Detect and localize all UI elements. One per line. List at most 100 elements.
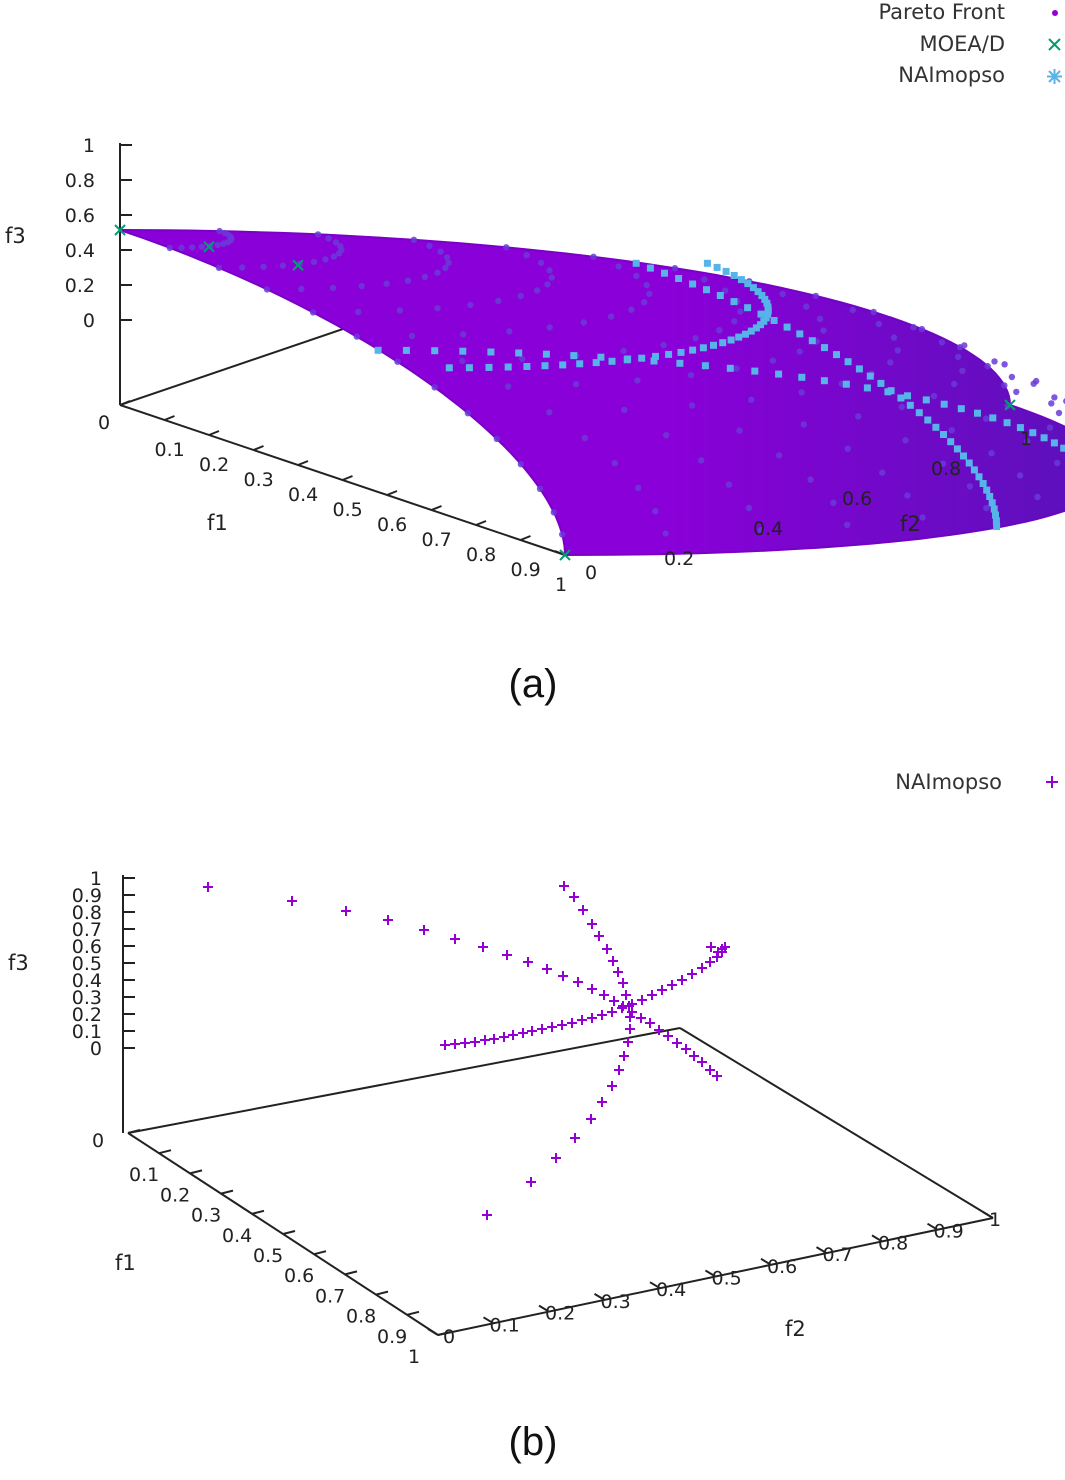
pareto-front-point (580, 319, 587, 326)
chart-a-zlabel: f3 (5, 224, 26, 248)
chart-a-z-tick-label: 1 (83, 135, 95, 157)
pareto-front-point (459, 357, 466, 365)
naimopso-point (705, 1065, 715, 1075)
chart-a-x-tick-label: 0.4 (288, 484, 318, 506)
naimopso-point (681, 1044, 691, 1054)
naimopso-point (906, 401, 914, 409)
pareto-front-point (1008, 373, 1016, 381)
naimopso-point (940, 431, 947, 438)
pareto-front-point (216, 227, 223, 235)
naimopso-point (675, 275, 683, 282)
chart-b-x-tick-mark (375, 1290, 389, 1296)
naimopso-point (647, 990, 657, 1000)
naimopso-point (577, 1015, 587, 1025)
naimopso-point (706, 942, 716, 952)
pareto-front-point (214, 241, 221, 249)
pareto-front-point (698, 457, 705, 464)
pareto-front-point (807, 476, 814, 483)
pareto-front-point (330, 253, 338, 260)
chart-b-z-tick-label: 0.7 (72, 919, 102, 941)
pareto-front-point (443, 254, 451, 261)
naimopso-point (445, 364, 453, 372)
chart-b-y-tick-mark (871, 1234, 883, 1243)
chart-a-legend: Pareto Front MOEA/D NAImopso (878, 0, 1062, 87)
pareto-front-point (919, 514, 926, 521)
naimopso-point (1003, 419, 1011, 427)
naimopso-point (646, 264, 654, 272)
chart-a-y-tick-label: 1 (1020, 428, 1032, 450)
chart-b-y-tick-mark (649, 1281, 661, 1290)
pareto-front-point (239, 264, 246, 271)
chart-a-x-tick-label: 0.1 (155, 439, 185, 461)
pareto-front-point (894, 347, 901, 354)
chart-b-x-tick-label: 0.7 (315, 1285, 345, 1307)
naimopso-point (541, 362, 549, 370)
chart-b-y-tick-label: 0.9 (934, 1221, 964, 1243)
naimopso-point (855, 365, 863, 373)
naimopso-point (559, 361, 567, 369)
pareto-front-point (930, 392, 938, 400)
naimopso-point (993, 523, 1001, 530)
naimopso-point (637, 995, 647, 1005)
legend-naimopso: NAImopso (898, 63, 1005, 87)
pareto-front-point (663, 432, 670, 439)
pareto-front-point (221, 229, 229, 237)
pareto-front-point (590, 253, 597, 260)
naimopso-point (722, 267, 730, 275)
naimopso-point (632, 259, 640, 267)
chart-b-z-tick-label: 0.4 (72, 970, 102, 992)
chart-a-ticks: 00.20.40.60.8100.10.20.30.40.50.60.70.80… (65, 135, 1032, 596)
naimopso-point (567, 1018, 577, 1028)
chart-b-y-tick-label: 0.3 (601, 1291, 631, 1313)
chart-a-x-tick-mark (342, 475, 353, 481)
pareto-front-point (687, 372, 695, 379)
naimopso-point (489, 1034, 499, 1044)
chart-a-x-tick-mark (164, 415, 175, 421)
pareto-front-point (298, 285, 305, 293)
chart-b-back-axis (127, 1027, 681, 1134)
pareto-front-point (1001, 382, 1008, 389)
chart-a-x-tick-label: 1 (555, 574, 567, 596)
pareto-front-point (442, 264, 449, 272)
naimopso-point (744, 304, 752, 312)
pareto-front-point (955, 353, 962, 361)
naimopso-point (763, 299, 771, 307)
naimopso-point (703, 286, 710, 294)
chart-b-y-tick-label: 0 (443, 1326, 455, 1348)
chart-b-y-tick-label: 0.7 (823, 1244, 853, 1266)
chart-b-y-tick-mark (982, 1211, 994, 1219)
naimopso-point (975, 473, 983, 481)
naimopso-point (587, 1013, 597, 1023)
pareto-front-point (918, 325, 926, 333)
chart-a-x-tick-mark (253, 445, 264, 451)
pareto-front-point (984, 362, 991, 370)
naimopso-point (542, 964, 552, 974)
pareto-front-point (798, 389, 805, 396)
pareto-front-point (733, 365, 740, 372)
chart-b-y-tick-mark (926, 1222, 939, 1231)
pareto-front-point (796, 348, 803, 355)
naimopso-point (727, 336, 735, 344)
naimopso-point (573, 977, 583, 987)
naimopso-point (617, 1003, 627, 1013)
pareto-front-point (736, 427, 743, 434)
naimopso-point (764, 310, 772, 318)
naimopso-point (730, 272, 738, 279)
pareto-front-point (581, 434, 589, 442)
pareto-front-point (263, 286, 271, 293)
naimopso-point (689, 280, 697, 288)
pareto-front-point (890, 334, 898, 341)
naimopso-point (833, 351, 840, 359)
naimopso-point (953, 445, 961, 453)
naimopso-point (502, 950, 512, 960)
chart-b-legend: NAImopso (895, 770, 1058, 794)
pareto-front-point (643, 281, 650, 289)
pareto-front-point (1034, 493, 1041, 501)
pareto-front-point (464, 410, 472, 417)
naimopso-point (798, 373, 806, 381)
chart-b-z-tick-label: 0.9 (72, 885, 102, 907)
pareto-front-point (820, 327, 827, 334)
naimopso-point (470, 1037, 480, 1047)
chart-b-x-tick-label: 0.3 (191, 1205, 221, 1227)
pareto-front-point (951, 380, 958, 388)
